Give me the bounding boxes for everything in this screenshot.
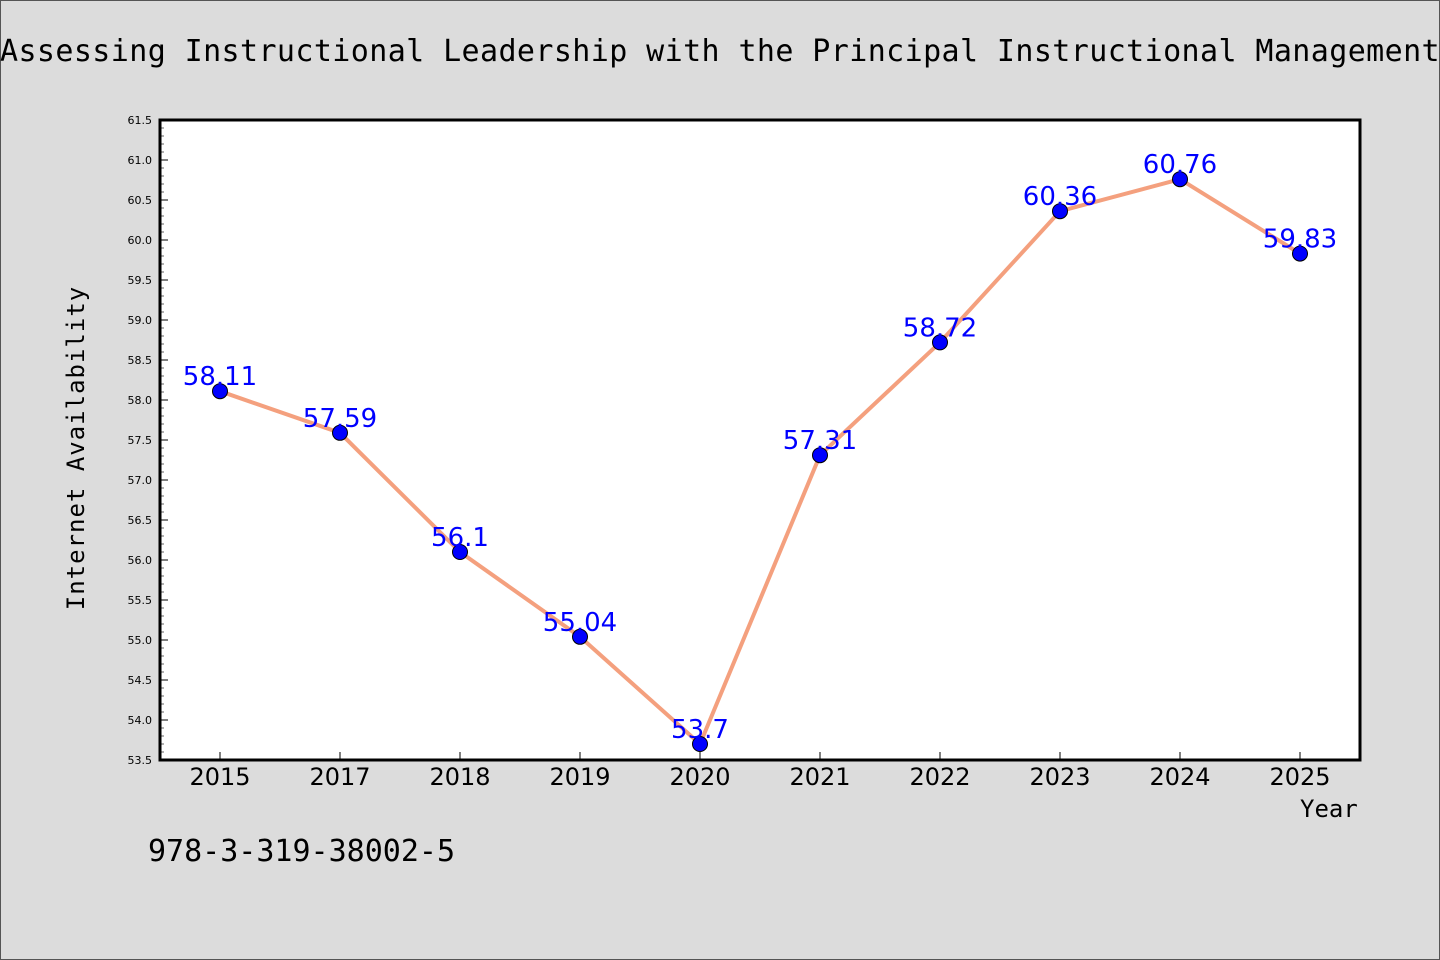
x-tick-label: 2022: [909, 763, 970, 791]
y-tick-label: 53.5: [128, 754, 153, 767]
y-tick-label: 54.5: [128, 674, 153, 687]
y-tick-label: 61.5: [128, 114, 153, 127]
data-point-marker: [1172, 171, 1188, 188]
data-point-marker: [1052, 203, 1068, 220]
data-point-marker: [812, 447, 828, 464]
data-point-marker: [572, 628, 588, 645]
x-tick-label: 2019: [549, 763, 610, 791]
x-tick-label: 2024: [1149, 763, 1210, 791]
y-tick-label: 55.0: [128, 634, 153, 647]
data-point-marker: [692, 736, 708, 752]
y-tick-label: 57.5: [128, 434, 153, 447]
x-tick-label: 2015: [189, 763, 250, 791]
y-tick-label: 58.0: [128, 394, 153, 407]
data-label: 59.83: [1263, 225, 1337, 255]
y-tick-label: 56.0: [128, 554, 153, 567]
isbn-annotation: 978-3-319-38002-5: [148, 834, 456, 869]
data-label: 56.1: [431, 523, 489, 553]
y-tick-label: 60.0: [128, 234, 153, 247]
x-tick-label: 2023: [1029, 763, 1090, 791]
data-point-marker: [452, 544, 468, 560]
y-axis-label: Internet Availability: [62, 285, 90, 611]
data-point-marker: [932, 334, 948, 351]
data-label: 53.7: [671, 715, 729, 745]
x-tick-label: 2020: [669, 763, 730, 791]
data-label: 60.76: [1143, 150, 1217, 180]
x-tick-label: 2017: [309, 763, 370, 791]
data-labels-layer: 58.11 57.59 56.1 55.04 53.7 57.31 58.72 60.36 60…: [183, 150, 1337, 745]
plot-area: [160, 120, 1360, 760]
y-tick-label: 54.0: [128, 714, 153, 727]
x-tick-label: 2025: [1269, 763, 1330, 791]
data-label: 60.36: [1023, 182, 1097, 212]
y-tick-label: 60.5: [128, 194, 153, 207]
y-tick-label: 55.5: [128, 594, 153, 607]
y-tick-label: 58.5: [128, 354, 153, 367]
data-label: 55.04: [543, 608, 617, 638]
data-label: 58.72: [903, 313, 977, 343]
plot-border: [158, 118, 1362, 762]
y-tick-label: 59.5: [128, 274, 153, 287]
x-tick-label: 2021: [789, 763, 850, 791]
ticks-layer: 53.5 54.0 54.5 55.0 55.5 56.0 56.5 57.0 57.5 58.0…: [128, 114, 1331, 791]
y-tick-label: 56.5: [128, 514, 153, 527]
data-label: 57.31: [783, 426, 857, 456]
chart-title: Assessing Instructional Leadership with …: [0, 34, 1440, 69]
x-axis-label: Year: [1300, 795, 1358, 823]
data-label: 57.59: [303, 404, 377, 434]
y-tick-label: 59.0: [128, 314, 153, 327]
data-label: 58.11: [183, 362, 257, 392]
x-tick-label: 2018: [429, 763, 490, 791]
y-tick-label: 61.0: [128, 154, 153, 167]
series-layer: [212, 171, 1308, 752]
data-point-marker: [1292, 245, 1308, 262]
data-point-marker: [332, 424, 348, 441]
series-line: [218, 177, 1302, 746]
y-tick-label: 57.0: [128, 474, 153, 487]
data-point-marker: [212, 383, 228, 400]
